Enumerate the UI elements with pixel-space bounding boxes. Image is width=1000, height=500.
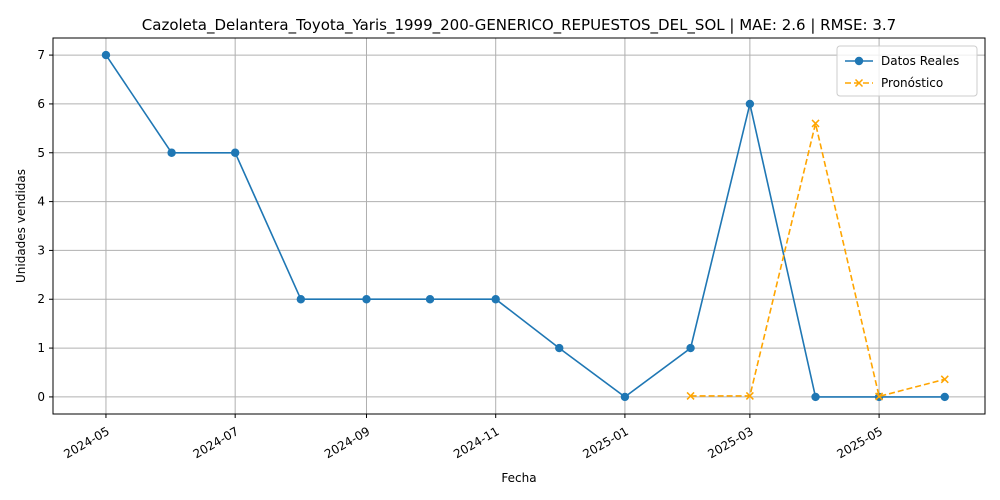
data-point [811,392,820,402]
x-tick-label: 2024-11 [451,424,501,461]
data-point [167,148,176,157]
x-tick-label: 2025-05 [835,424,885,461]
y-tick-label: 7 [37,48,45,62]
x-tick-label: 2024-07 [191,424,241,461]
x-tick-label: 2025-03 [705,424,755,461]
data-point [686,343,695,353]
legend-label: Pronóstico [881,76,943,90]
series-line-1 [105,54,945,398]
data-point [555,343,564,353]
y-tick-label: 2 [37,292,45,306]
forecast-point [745,391,754,400]
data-point [362,295,371,304]
data-point [745,99,755,109]
forecast-point [940,375,949,384]
chart-title: Cazoleta_Delantera_Toyota_Yaris_1999_200… [142,16,896,35]
y-axis-title: Unidades vendidas [14,169,28,283]
plot-frame [52,37,986,415]
legend-item: Pronóstico [845,76,943,90]
legend-marker [854,56,864,66]
series-layer [101,50,949,402]
y-tick-label: 5 [37,146,45,160]
data-point [230,148,240,157]
data-point [620,392,630,402]
y-tick-label: 0 [37,390,45,404]
forecast-point [686,391,695,400]
forecast-point [811,119,820,128]
x-axis-ticks: 2024-05 2024-07 2024-09 2024-11 2025-01 2025-… [61,414,885,461]
data-point [296,295,306,304]
y-tick-label: 3 [37,243,45,257]
legend-label: Datos Reales [881,54,959,68]
x-axis-title: Fecha [501,471,536,485]
data-point [425,295,435,304]
y-tick-label: 1 [37,341,45,355]
y-tick-label: 4 [37,195,45,209]
y-tick-label: 6 [37,97,45,111]
x-tick-label: 2024-05 [61,424,111,461]
data-point [940,392,949,402]
legend-item: Datos Reales [845,54,959,68]
y-axis-ticks: 0 1 2 3 4 5 6 7 [37,48,53,404]
x-tick-label: 2025-01 [580,424,630,461]
data-point [491,295,500,304]
legend: Datos Reales Pronóstico [836,45,978,97]
series-line-2 [690,123,946,398]
data-point [101,50,111,60]
forecast-point [875,392,884,401]
x-tick-label: 2024-09 [322,424,372,461]
